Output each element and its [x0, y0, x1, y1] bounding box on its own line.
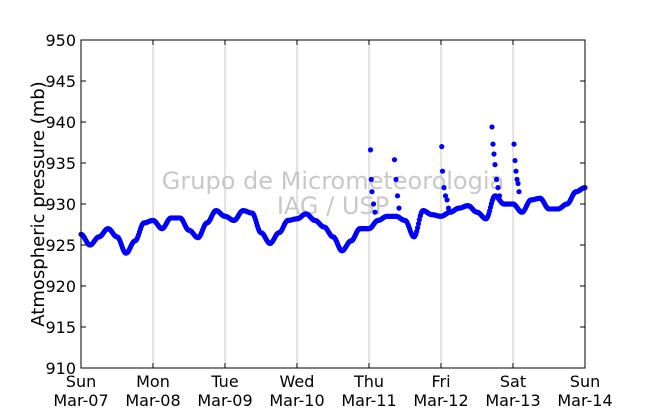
y-tick-label: 925 — [45, 236, 76, 255]
data-point — [492, 162, 498, 168]
y-tick-label: 930 — [45, 195, 76, 214]
x-tick-date-label: Mar-11 — [341, 391, 396, 409]
data-point — [415, 225, 421, 231]
data-point — [396, 205, 402, 211]
data-point — [515, 180, 521, 187]
y-tick-label: 920 — [45, 277, 76, 296]
y-axis: 910 915 920 925 930 935 940 945 950 — [45, 31, 585, 378]
y-tick-label: 950 — [45, 31, 76, 50]
data-point — [372, 209, 378, 215]
data-point — [415, 221, 422, 227]
data-point — [513, 168, 519, 174]
y-tick-label: 945 — [45, 72, 76, 91]
data-point — [490, 141, 496, 147]
x-tick-date-label: Mar-08 — [125, 391, 180, 409]
watermark: Grupo de Micrometeorologia IAG / USP — [162, 167, 504, 220]
data-point — [393, 176, 399, 182]
y-tick-label: 910 — [45, 359, 76, 378]
data-point — [493, 176, 500, 182]
data-point — [491, 151, 497, 157]
y-tick-label: 935 — [45, 154, 76, 173]
x-tick-date-label: Mar-13 — [485, 391, 540, 409]
x-tick-date-label: Mar-10 — [269, 391, 324, 409]
data-point — [439, 144, 445, 150]
data-point — [394, 193, 401, 199]
x-tick-day-label: Tue — [210, 372, 238, 391]
data-point — [445, 205, 452, 211]
data-point — [516, 189, 522, 195]
data-point — [495, 185, 501, 191]
y-tick-label: 915 — [45, 318, 76, 337]
data-point — [512, 157, 518, 164]
y-tick-label: 940 — [45, 113, 76, 132]
x-tick-day-label: Sun — [570, 372, 600, 391]
x-tick-date-label: Mar-12 — [413, 391, 468, 409]
x-tick-day-label: Sat — [500, 372, 526, 391]
x-tick-date-label: Mar-14 — [557, 391, 612, 409]
x-tick-day-label: Wed — [280, 372, 315, 391]
data-point — [489, 124, 495, 130]
y-axis-label: Atmospheric pressure (mb) — [28, 81, 49, 326]
x-tick-day-label: Fri — [431, 372, 450, 391]
data-point — [514, 176, 520, 182]
data-point — [439, 168, 446, 174]
x-tick-day-label: Mon — [136, 372, 170, 391]
x-tick-date-label: Mar-09 — [197, 391, 252, 409]
x-tick-date-label: Mar-07 — [53, 391, 108, 409]
data-points — [78, 124, 588, 256]
data-point — [370, 201, 377, 207]
data-point — [496, 193, 503, 199]
data-point — [441, 185, 447, 191]
data-point — [368, 176, 374, 182]
data-point — [442, 193, 449, 199]
x-tick-day-label: Sun — [66, 372, 96, 391]
data-point — [391, 157, 398, 163]
data-point — [511, 141, 517, 147]
x-tick-day-label: Thu — [353, 372, 384, 391]
watermark-line-1: Grupo de Micrometeorologia — [162, 167, 504, 195]
data-point — [367, 147, 374, 153]
x-axis: SunMar-07MonMar-08TueMar-09WedMar-10ThuM… — [53, 40, 613, 409]
data-point — [369, 189, 375, 195]
data-point — [444, 197, 450, 203]
watermark-line-2: IAG / USP — [277, 192, 389, 220]
